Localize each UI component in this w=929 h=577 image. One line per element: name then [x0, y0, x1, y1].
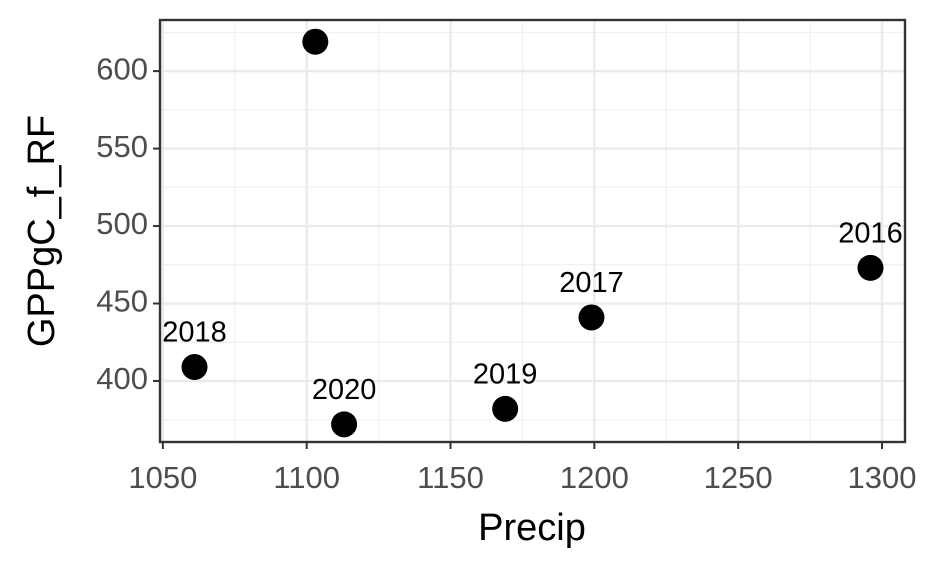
point	[578, 304, 605, 331]
y-tick-label: 550	[96, 129, 148, 164]
point-label: 2020	[312, 374, 377, 406]
panel-border	[158, 18, 907, 444]
point	[492, 395, 519, 422]
x-tick-label: 1100	[273, 460, 340, 495]
point	[331, 411, 358, 438]
x-tick-label: 1250	[704, 460, 773, 495]
point	[181, 354, 208, 381]
point-label: 2018	[162, 317, 227, 349]
x-tick-label: 1050	[128, 460, 197, 495]
x-tick-label: 1150	[417, 460, 484, 495]
y-axis-title: GPPgC_f_RF	[21, 115, 63, 347]
y-tick-label: 500	[96, 206, 148, 241]
y-tick-label: 600	[96, 51, 148, 86]
x-tick-label: 1300	[848, 460, 917, 495]
y-tick-label: 400	[96, 361, 148, 396]
point-label: 2017	[559, 267, 624, 299]
point-label: 2016	[838, 218, 903, 250]
point	[857, 254, 884, 281]
x-axis-title: Precip	[478, 507, 586, 549]
x-tick-label: 1200	[560, 460, 629, 495]
point-label: 2019	[473, 359, 538, 391]
y-tick-label: 450	[96, 284, 148, 319]
point	[302, 28, 329, 55]
